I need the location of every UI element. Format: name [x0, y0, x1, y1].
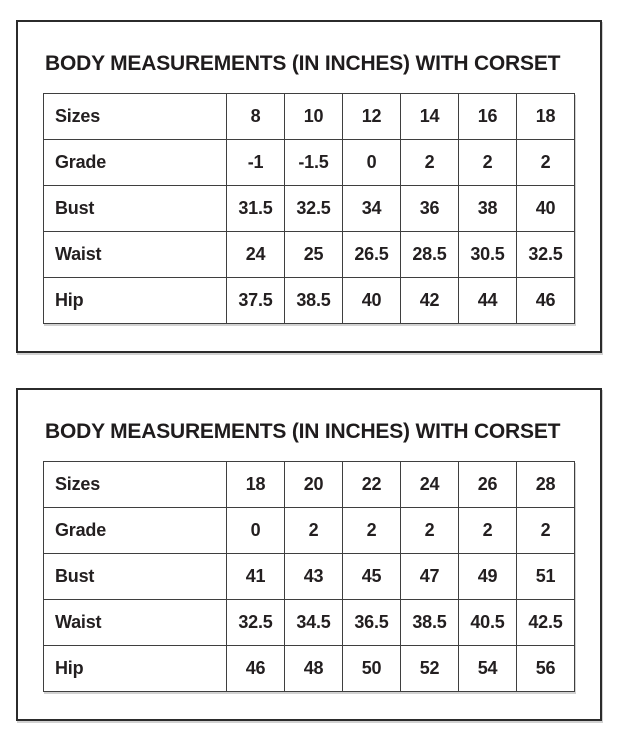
measurement-panel-2: BODY MEASUREMENTS (IN INCHES) WITH CORSE… — [16, 388, 602, 721]
value-cell: 26.5 — [342, 231, 401, 279]
row-label: Hip — [43, 277, 227, 325]
table-row: Waist 24 25 26.5 28.5 30.5 32.5 — [43, 231, 575, 279]
value-cell: 42 — [400, 277, 459, 325]
value-cell: 24 — [400, 461, 459, 509]
value-cell: 2 — [400, 139, 459, 187]
value-cell: 48 — [284, 645, 343, 693]
value-cell: 38.5 — [284, 277, 343, 325]
value-cell: 28.5 — [400, 231, 459, 279]
panel-title: BODY MEASUREMENTS (IN INCHES) WITH CORSE… — [45, 52, 561, 75]
value-cell: 2 — [284, 507, 343, 555]
value-cell: 49 — [458, 553, 517, 601]
value-cell: 38.5 — [400, 599, 459, 647]
value-cell: 41 — [226, 553, 285, 601]
value-cell: 37.5 — [226, 277, 285, 325]
value-cell: 40 — [516, 185, 575, 233]
table-row: Hip 46 48 50 52 54 56 — [43, 645, 575, 693]
value-cell: 45 — [342, 553, 401, 601]
value-cell: 16 — [458, 93, 517, 141]
value-cell: 14 — [400, 93, 459, 141]
value-cell: 30.5 — [458, 231, 517, 279]
row-label: Waist — [43, 231, 227, 279]
measurements-table-1: Sizes 8 10 12 14 16 18 Grade -1 -1.5 0 2 2 2 Bust 31.5 3… — [43, 93, 575, 325]
value-cell: 2 — [516, 507, 575, 555]
table-row: Grade -1 -1.5 0 2 2 2 — [43, 139, 575, 187]
value-cell: 38 — [458, 185, 517, 233]
value-cell: 2 — [458, 507, 517, 555]
value-cell: 8 — [226, 93, 285, 141]
panel-title: BODY MEASUREMENTS (IN INCHES) WITH CORSE… — [45, 420, 561, 443]
value-cell: 10 — [284, 93, 343, 141]
value-cell: 2 — [516, 139, 575, 187]
table-row: Sizes 8 10 12 14 16 18 — [43, 93, 575, 141]
value-cell: 40.5 — [458, 599, 517, 647]
row-label: Sizes — [43, 93, 227, 141]
value-cell: 32.5 — [284, 185, 343, 233]
value-cell: 2 — [400, 507, 459, 555]
value-cell: -1.5 — [284, 139, 343, 187]
value-cell: 20 — [284, 461, 343, 509]
value-cell: 56 — [516, 645, 575, 693]
value-cell: 18 — [226, 461, 285, 509]
value-cell: 34 — [342, 185, 401, 233]
value-cell: 54 — [458, 645, 517, 693]
table-row: Bust 31.5 32.5 34 36 38 40 — [43, 185, 575, 233]
value-cell: 24 — [226, 231, 285, 279]
table-row: Waist 32.5 34.5 36.5 38.5 40.5 42.5 — [43, 599, 575, 647]
value-cell: 0 — [226, 507, 285, 555]
table-row: Grade 0 2 2 2 2 2 — [43, 507, 575, 555]
value-cell: 2 — [458, 139, 517, 187]
value-cell: 0 — [342, 139, 401, 187]
table-row: Hip 37.5 38.5 40 42 44 46 — [43, 277, 575, 325]
value-cell: 32.5 — [516, 231, 575, 279]
value-cell: 25 — [284, 231, 343, 279]
value-cell: 50 — [342, 645, 401, 693]
value-cell: 52 — [400, 645, 459, 693]
value-cell: 40 — [342, 277, 401, 325]
table-row: Bust 41 43 45 47 49 51 — [43, 553, 575, 601]
value-cell: 18 — [516, 93, 575, 141]
row-label: Sizes — [43, 461, 227, 509]
value-cell: 34.5 — [284, 599, 343, 647]
row-label: Waist — [43, 599, 227, 647]
row-label: Bust — [43, 553, 227, 601]
row-label: Grade — [43, 507, 227, 555]
value-cell: 51 — [516, 553, 575, 601]
value-cell: 28 — [516, 461, 575, 509]
value-cell: 46 — [226, 645, 285, 693]
value-cell: 22 — [342, 461, 401, 509]
value-cell: 44 — [458, 277, 517, 325]
value-cell: 42.5 — [516, 599, 575, 647]
value-cell: -1 — [226, 139, 285, 187]
value-cell: 31.5 — [226, 185, 285, 233]
value-cell: 36.5 — [342, 599, 401, 647]
value-cell: 12 — [342, 93, 401, 141]
table-row: Sizes 18 20 22 24 26 28 — [43, 461, 575, 509]
value-cell: 36 — [400, 185, 459, 233]
row-label: Bust — [43, 185, 227, 233]
value-cell: 26 — [458, 461, 517, 509]
value-cell: 32.5 — [226, 599, 285, 647]
value-cell: 46 — [516, 277, 575, 325]
value-cell: 47 — [400, 553, 459, 601]
row-label: Grade — [43, 139, 227, 187]
measurement-panel-1: BODY MEASUREMENTS (IN INCHES) WITH CORSE… — [16, 20, 602, 353]
row-label: Hip — [43, 645, 227, 693]
value-cell: 2 — [342, 507, 401, 555]
value-cell: 43 — [284, 553, 343, 601]
measurements-table-2: Sizes 18 20 22 24 26 28 Grade 0 2 2 2 2 2 Bust 41 43 45 47… — [43, 461, 575, 693]
